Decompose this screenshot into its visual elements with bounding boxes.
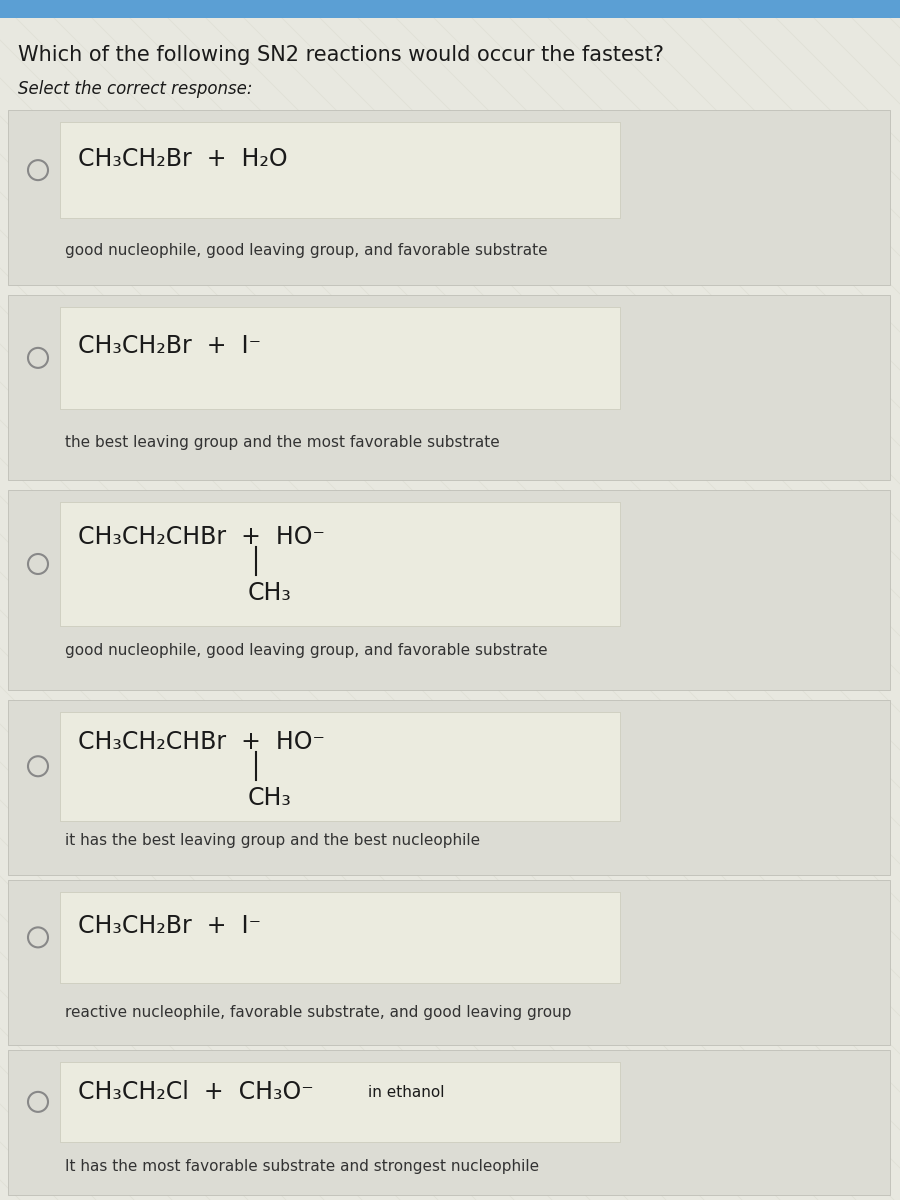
- FancyBboxPatch shape: [60, 1062, 620, 1141]
- FancyBboxPatch shape: [0, 18, 900, 1200]
- FancyBboxPatch shape: [8, 700, 890, 875]
- FancyBboxPatch shape: [8, 1050, 890, 1195]
- Text: good nucleophile, good leaving group, and favorable substrate: good nucleophile, good leaving group, an…: [65, 642, 547, 658]
- FancyBboxPatch shape: [8, 295, 890, 480]
- Text: good nucleophile, good leaving group, and favorable substrate: good nucleophile, good leaving group, an…: [65, 242, 547, 258]
- Text: CH₃CH₂Br  +  H₂O: CH₃CH₂Br + H₂O: [78, 146, 288, 170]
- Text: CH₃: CH₃: [248, 786, 292, 810]
- Text: CH₃CH₂CHBr  +  HO⁻: CH₃CH₂CHBr + HO⁻: [78, 524, 325, 548]
- Text: reactive nucleophile, favorable substrate, and good leaving group: reactive nucleophile, favorable substrat…: [65, 1004, 572, 1020]
- Text: CH₃CH₂Cl  +  CH₃O⁻: CH₃CH₂Cl + CH₃O⁻: [78, 1080, 314, 1104]
- FancyBboxPatch shape: [8, 880, 890, 1045]
- Text: CH₃: CH₃: [248, 581, 292, 605]
- Text: CH₃CH₂CHBr  +  HO⁻: CH₃CH₂CHBr + HO⁻: [78, 731, 325, 755]
- Text: It has the most favorable substrate and strongest nucleophile: It has the most favorable substrate and …: [65, 1158, 539, 1174]
- FancyBboxPatch shape: [60, 307, 620, 409]
- Text: CH₃CH₂Br  +  I⁻: CH₃CH₂Br + I⁻: [78, 914, 261, 938]
- FancyBboxPatch shape: [0, 0, 900, 18]
- FancyBboxPatch shape: [60, 502, 620, 626]
- FancyBboxPatch shape: [8, 490, 890, 690]
- Text: CH₃CH₂Br  +  I⁻: CH₃CH₂Br + I⁻: [78, 334, 261, 358]
- Text: the best leaving group and the most favorable substrate: the best leaving group and the most favo…: [65, 436, 500, 450]
- Text: it has the best leaving group and the best nucleophile: it has the best leaving group and the be…: [65, 833, 480, 847]
- Text: Select the correct response:: Select the correct response:: [18, 80, 253, 98]
- FancyBboxPatch shape: [60, 122, 620, 218]
- Text: in ethanol: in ethanol: [368, 1085, 445, 1100]
- FancyBboxPatch shape: [8, 110, 890, 284]
- FancyBboxPatch shape: [60, 892, 620, 983]
- Text: Which of the following SN2 reactions would occur the fastest?: Which of the following SN2 reactions wou…: [18, 44, 664, 65]
- FancyBboxPatch shape: [60, 712, 620, 821]
